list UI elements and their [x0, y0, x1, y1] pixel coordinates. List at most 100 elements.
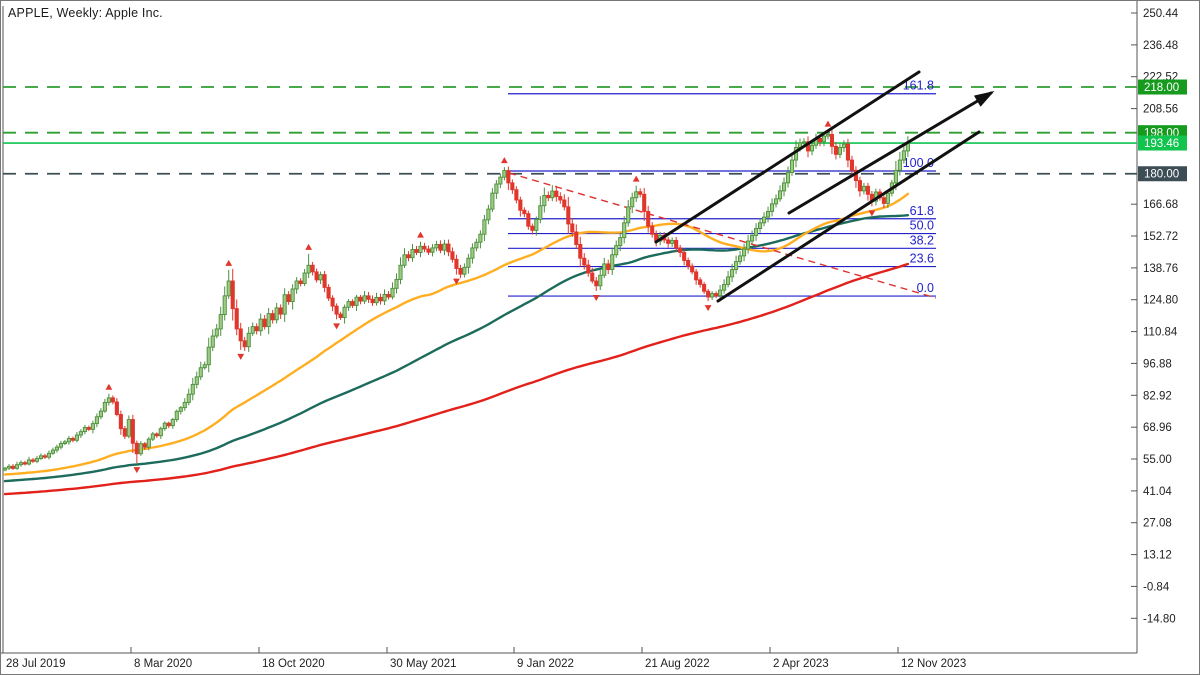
candle-body: [769, 203, 775, 212]
trendline-black-arrow-1[interactable]: [654, 70, 921, 244]
candle-body: [829, 134, 835, 147]
candle-body: [362, 295, 367, 302]
candle-body: [214, 328, 219, 337]
candle-body: [74, 434, 79, 441]
candle-body: [742, 248, 747, 257]
price-badge-label: 218.00: [1144, 82, 1179, 94]
fractal-down-icon: [237, 353, 245, 360]
candle-body: [638, 191, 643, 195]
candle-body: [154, 433, 159, 437]
candle-body: [94, 416, 99, 425]
candle-body: [518, 199, 523, 211]
candle-body: [254, 326, 259, 332]
fractal-up-icon: [417, 231, 424, 238]
candle-body: [821, 135, 827, 143]
candle-body: [434, 244, 439, 249]
candle-body: [618, 237, 623, 247]
candle-body: [861, 185, 866, 192]
candle-body: [350, 301, 355, 306]
fractal-up-icon: [105, 383, 113, 390]
candle-body: [358, 296, 363, 302]
candle-body: [330, 297, 335, 307]
price-badge-label: 180.00: [1144, 169, 1179, 181]
candle-body: [478, 233, 483, 243]
candle-body: [781, 182, 787, 192]
date-tick-label: 12 Nov 2023: [901, 658, 966, 670]
price-tick-label: 152.72: [1143, 231, 1178, 243]
candle-body: [762, 216, 767, 224]
candle-body: [626, 206, 631, 224]
candle-body: [30, 459, 36, 462]
candle-body: [414, 249, 419, 253]
price-badge-label: 193.46: [1144, 138, 1179, 150]
candle-body: [630, 197, 635, 208]
candle-body: [158, 428, 163, 437]
candle-body: [514, 189, 519, 201]
candle-body: [86, 427, 91, 430]
candle-body: [82, 427, 87, 433]
candle-body: [50, 449, 55, 454]
candle-body: [66, 438, 71, 443]
price-tick-label: -0.84: [1143, 581, 1170, 593]
price-tick-label: 236.48: [1143, 40, 1178, 52]
candle-body: [586, 264, 591, 274]
candle-body: [542, 194, 547, 207]
candle-body: [462, 266, 467, 275]
date-tick-label: 9 Jan 2022: [517, 658, 574, 670]
fractal-up-icon: [632, 175, 640, 182]
price-tick-label: -14.80: [1143, 613, 1176, 625]
candle-body: [837, 147, 843, 155]
candle-body: [610, 254, 615, 271]
candle-body: [406, 254, 411, 259]
fractal-down-icon: [453, 278, 460, 285]
candle-body: [606, 263, 611, 271]
candle-body: [390, 287, 395, 298]
candle-body: [386, 294, 391, 298]
candle-body: [58, 443, 63, 448]
candle-body: [666, 239, 671, 244]
candle-body: [470, 247, 475, 259]
candle-body: [266, 313, 271, 328]
candle-body: [242, 340, 247, 348]
candle-body: [2, 467, 8, 471]
candle-body: [622, 222, 627, 239]
candle-body: [34, 458, 40, 462]
candle-body: [574, 231, 579, 245]
price-tick-label: 124.80: [1143, 295, 1178, 307]
candle-body: [881, 197, 886, 204]
candle-body: [845, 143, 850, 161]
candle-body: [714, 293, 719, 297]
date-tick-label: 18 Oct 2020: [262, 658, 325, 670]
candle-body: [686, 260, 691, 267]
price-tick-label: 27.08: [1143, 518, 1172, 530]
sma-200-line: [3, 262, 910, 496]
candle-body: [114, 401, 119, 415]
date-tick-label: 8 Mar 2020: [134, 658, 192, 670]
chart-title: APPLE, Weekly: Apple Inc.: [8, 6, 163, 20]
candle-body: [334, 305, 339, 315]
candle-body: [558, 196, 563, 201]
candle-body: [841, 143, 846, 148]
candle-body: [218, 314, 223, 330]
trendline-descending-resistance[interactable]: [508, 172, 937, 299]
candle-body: [90, 423, 95, 430]
trendline-black-arrow-3[interactable]: [716, 130, 981, 303]
candle-body: [758, 222, 763, 229]
fib-level-label: 50.0: [910, 219, 934, 233]
candle-body: [590, 272, 595, 282]
candle-body: [785, 172, 791, 184]
candle-body: [730, 269, 735, 278]
candle-body: [482, 219, 487, 235]
candle-body: [602, 263, 607, 276]
candle-body: [166, 422, 171, 427]
candle-body: [78, 431, 83, 436]
trendline-black-arrow-2[interactable]: [787, 91, 993, 215]
candle-body: [650, 225, 655, 235]
candle-body: [222, 295, 227, 316]
candle-body: [250, 326, 255, 334]
candle-body: [510, 182, 515, 191]
candle-body: [338, 313, 343, 318]
candle-body: [690, 265, 695, 273]
candle-body: [202, 364, 207, 369]
